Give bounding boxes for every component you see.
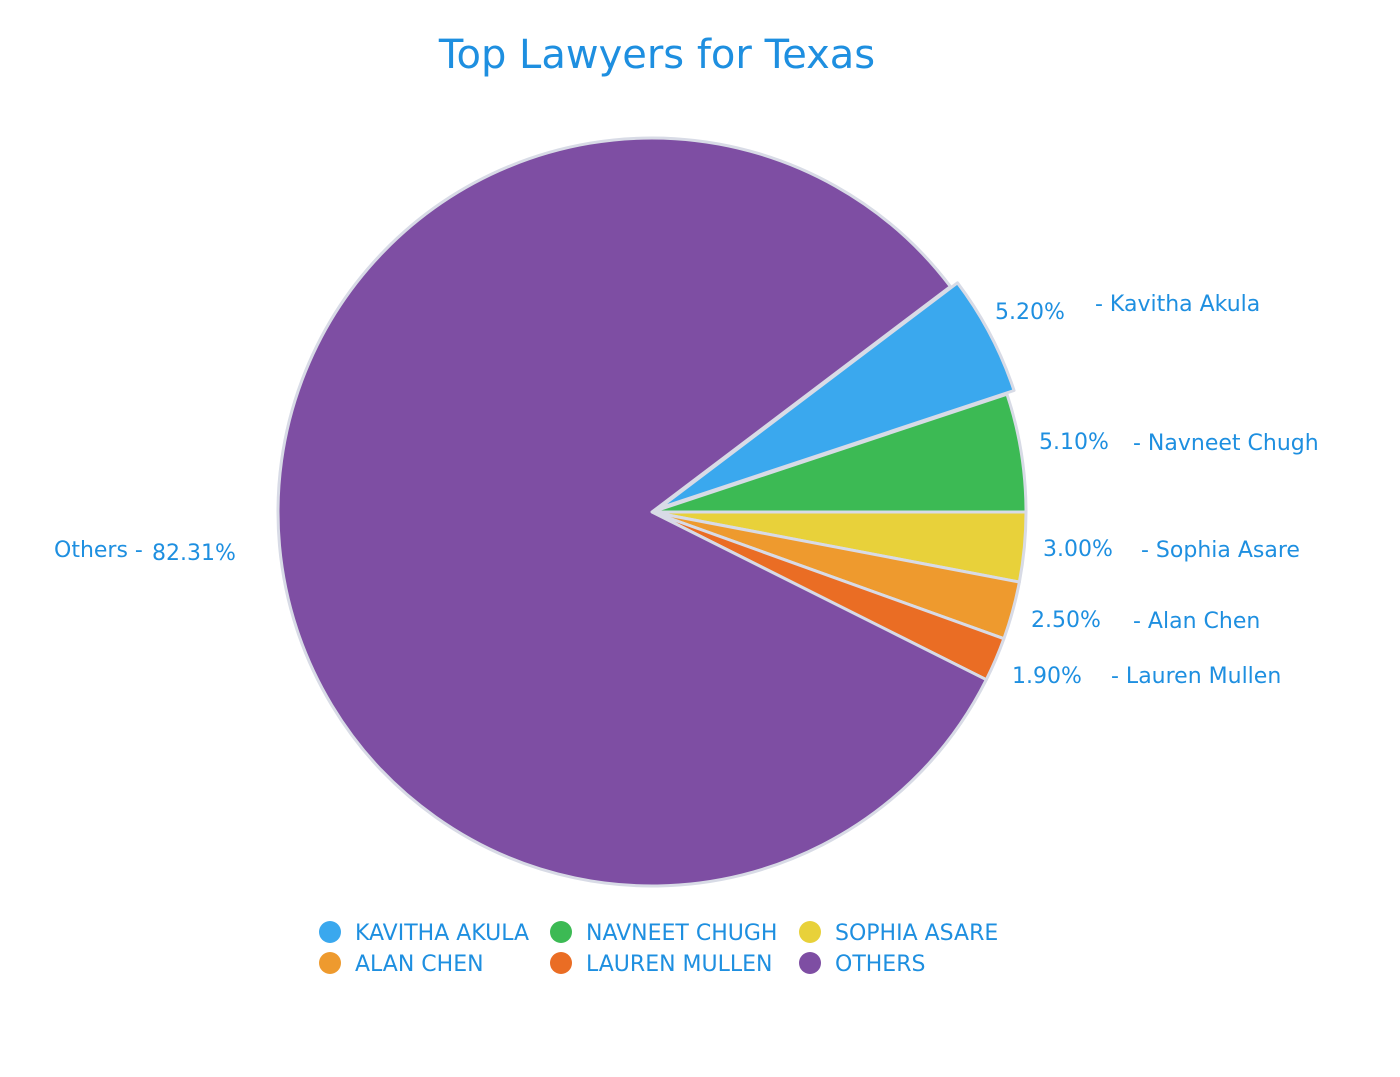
slice-value-label-navneet-chugh: 5.10% xyxy=(1039,430,1109,455)
legend-item-kavitha-akula[interactable]: KAVITHA AKULA xyxy=(319,921,529,946)
legend-item-alan-chen[interactable]: ALAN CHEN xyxy=(319,952,484,977)
legend-swatch-others xyxy=(799,952,821,974)
legend-item-navneet-chugh[interactable]: NAVNEET CHUGH xyxy=(550,921,777,946)
slice-value-label-sophia-asare: 3.00% xyxy=(1043,537,1113,562)
slice-name-label-others: Others - xyxy=(54,538,143,563)
slice-name-label-lauren-mullen: - Lauren Mullen xyxy=(1111,664,1281,689)
slice-name-label-sophia-asare: - Sophia Asare xyxy=(1141,538,1300,563)
legend-item-others[interactable]: OTHERS xyxy=(799,952,925,977)
legend-label-lauren-mullen: LAUREN MULLEN xyxy=(586,952,773,977)
slice-value-label-others: 82.31% xyxy=(152,541,236,566)
legend-label-kavitha-akula: KAVITHA AKULA xyxy=(355,921,529,946)
legend-item-lauren-mullen[interactable]: LAUREN MULLEN xyxy=(550,952,773,977)
slice-name-label-navneet-chugh: - Navneet Chugh xyxy=(1133,431,1319,456)
pie-slices xyxy=(276,136,1028,888)
slice-name-label-kavitha-akula: - Kavitha Akula xyxy=(1095,292,1260,317)
legend-label-others: OTHERS xyxy=(835,952,925,977)
legend-label-alan-chen: ALAN CHEN xyxy=(355,952,484,977)
legend: KAVITHA AKULA NAVNEET CHUGH SOPHIA ASARE AL… xyxy=(319,921,998,977)
slice-value-label-lauren-mullen: 1.90% xyxy=(1012,664,1082,689)
legend-swatch-kavitha-akula xyxy=(319,921,341,943)
legend-swatch-alan-chen xyxy=(319,952,341,974)
slice-labels: 5.20% - Kavitha Akula 5.10% - Navneet Chugh… xyxy=(54,292,1319,689)
slice-value-label-kavitha-akula: 5.20% xyxy=(995,300,1065,325)
chart-title: Top Lawyers for Texas xyxy=(438,32,875,78)
legend-label-sophia-asare: SOPHIA ASARE xyxy=(835,921,998,946)
pie-slice-others[interactable] xyxy=(276,136,988,888)
legend-swatch-navneet-chugh xyxy=(550,921,572,943)
legend-swatch-sophia-asare xyxy=(799,921,821,943)
pie-slice-kavitha-akula[interactable] xyxy=(657,281,1016,510)
slice-name-label-alan-chen: - Alan Chen xyxy=(1133,609,1260,634)
legend-label-navneet-chugh: NAVNEET CHUGH xyxy=(586,921,777,946)
legend-item-sophia-asare[interactable]: SOPHIA ASARE xyxy=(799,921,998,946)
legend-swatch-lauren-mullen xyxy=(550,952,572,974)
slice-value-label-alan-chen: 2.50% xyxy=(1031,608,1101,633)
